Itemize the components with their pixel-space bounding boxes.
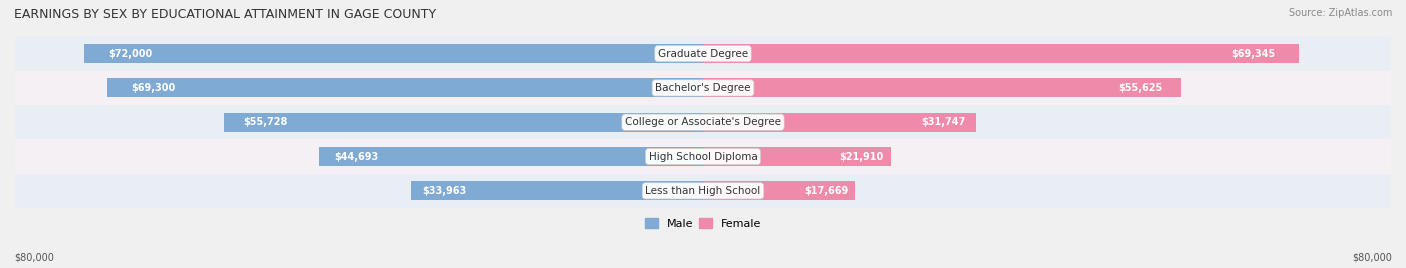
Text: $69,345: $69,345	[1232, 49, 1275, 59]
Bar	[107, 79, 703, 97]
Bar	[319, 147, 703, 166]
Text: College or Associate's Degree: College or Associate's Degree	[626, 117, 780, 127]
Bar	[84, 44, 703, 63]
Text: $55,625: $55,625	[1118, 83, 1163, 93]
Text: High School Diploma: High School Diploma	[648, 151, 758, 162]
Text: Less than High School: Less than High School	[645, 186, 761, 196]
Text: Source: ZipAtlas.com: Source: ZipAtlas.com	[1288, 8, 1392, 18]
Bar	[224, 113, 703, 132]
Legend: Male, Female: Male, Female	[640, 214, 766, 233]
Bar	[15, 139, 1391, 174]
Bar	[15, 105, 1391, 139]
Text: $69,300: $69,300	[131, 83, 176, 93]
Text: $80,000: $80,000	[14, 253, 53, 263]
Bar	[703, 79, 1181, 97]
Text: $21,910: $21,910	[839, 151, 884, 162]
Text: Bachelor's Degree: Bachelor's Degree	[655, 83, 751, 93]
Text: $17,669: $17,669	[804, 186, 849, 196]
Bar	[703, 44, 1299, 63]
Bar	[411, 181, 703, 200]
Text: $33,963: $33,963	[423, 186, 467, 196]
Bar	[703, 181, 855, 200]
Bar	[15, 174, 1391, 208]
Text: EARNINGS BY SEX BY EDUCATIONAL ATTAINMENT IN GAGE COUNTY: EARNINGS BY SEX BY EDUCATIONAL ATTAINMEN…	[14, 8, 436, 21]
Text: Graduate Degree: Graduate Degree	[658, 49, 748, 59]
Text: $55,728: $55,728	[243, 117, 287, 127]
Text: $80,000: $80,000	[1353, 253, 1392, 263]
Bar	[15, 71, 1391, 105]
Text: $31,747: $31,747	[921, 117, 965, 127]
Bar	[703, 147, 891, 166]
Text: $44,693: $44,693	[335, 151, 378, 162]
Text: $72,000: $72,000	[108, 49, 153, 59]
Bar	[703, 113, 976, 132]
Bar	[15, 36, 1391, 71]
